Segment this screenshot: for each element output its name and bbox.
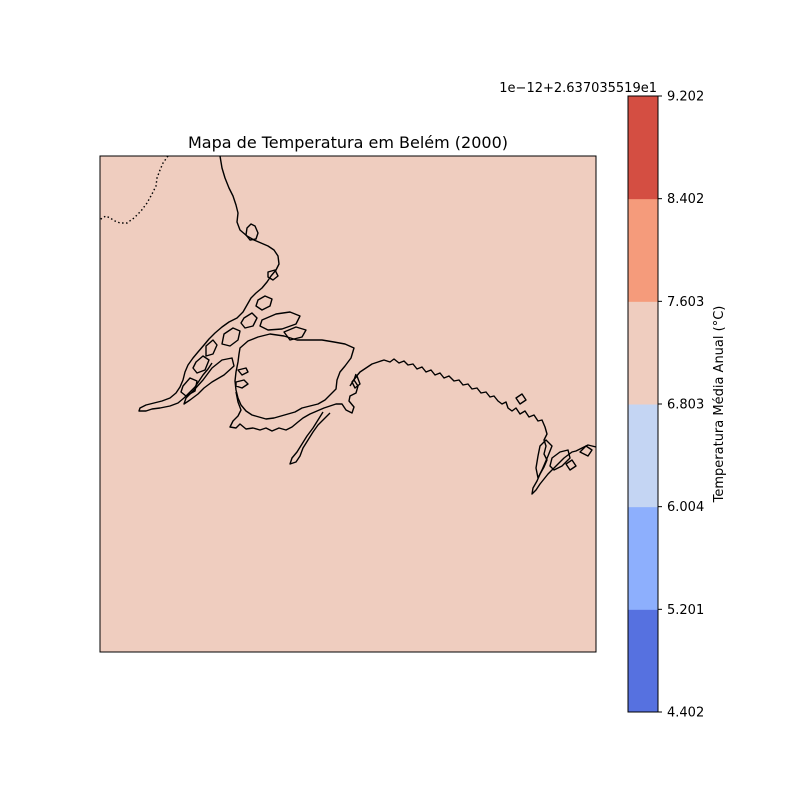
island bbox=[192, 355, 210, 374]
island bbox=[267, 269, 279, 281]
inlet bbox=[565, 459, 577, 471]
colorbar-label: Temperatura Média Anual (°C) bbox=[712, 306, 727, 504]
temperature-field bbox=[100, 156, 596, 652]
colorbar-band bbox=[628, 301, 658, 405]
island bbox=[245, 223, 259, 241]
colorbar-tick-label: 8.402 bbox=[667, 192, 704, 207]
map-title: Mapa de Temperatura em Belém (2000) bbox=[188, 133, 508, 152]
colorbar-tick-label: 6.803 bbox=[667, 398, 704, 413]
island bbox=[259, 311, 301, 331]
island bbox=[221, 327, 241, 347]
island bbox=[240, 312, 258, 329]
island bbox=[183, 357, 235, 405]
island bbox=[237, 367, 249, 376]
marajo-island bbox=[234, 333, 355, 420]
coastlines bbox=[100, 156, 596, 495]
colorbar: 1e−12+2.637035519e1 4.402 5.201 6.004 6.803… bbox=[499, 81, 727, 721]
colorbar-tick-label: 6.004 bbox=[667, 500, 704, 515]
colorbar-tick-label: 5.201 bbox=[667, 603, 704, 618]
colorbar-bands bbox=[628, 96, 658, 713]
colorbar-band bbox=[628, 198, 658, 302]
inlet bbox=[549, 449, 571, 471]
colorbar-band bbox=[628, 96, 658, 200]
island bbox=[205, 339, 218, 357]
inlet bbox=[515, 393, 527, 405]
map-panel bbox=[99, 155, 597, 653]
colorbar-tick-label: 4.402 bbox=[667, 706, 704, 721]
colorbar-band bbox=[628, 506, 658, 610]
colorbar-band bbox=[628, 404, 658, 508]
colorbar-tick-label: 9.202 bbox=[667, 90, 704, 105]
guajara-bay bbox=[289, 411, 331, 465]
marajo-south-shore bbox=[229, 373, 359, 432]
inlet bbox=[351, 375, 361, 389]
map-frame bbox=[99, 155, 597, 653]
island bbox=[283, 326, 307, 341]
east-coastline bbox=[349, 358, 596, 495]
inlet bbox=[579, 445, 593, 457]
state-border bbox=[100, 156, 169, 224]
island bbox=[180, 377, 198, 397]
colorbar-offset-label: 1e−12+2.637035519e1 bbox=[499, 81, 657, 96]
island bbox=[235, 379, 249, 389]
inlet bbox=[535, 439, 553, 479]
island bbox=[255, 295, 273, 311]
colorbar-ticks: 4.402 5.201 6.004 6.803 7.603 8.402 9.202 bbox=[658, 90, 704, 721]
colorbar-band bbox=[628, 609, 658, 713]
colorbar-tick-label: 7.603 bbox=[667, 295, 704, 310]
